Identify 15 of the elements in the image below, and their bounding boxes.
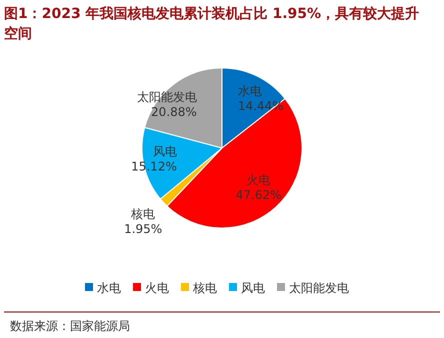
legend-label: 火电 [145,281,169,295]
legend-label: 太阳能发电 [289,281,349,295]
data-label: 1.95% [124,222,162,236]
data-label: 20.88% [151,104,197,119]
legend-label: 核电 [192,281,217,295]
data-label: 47.62% [236,188,282,202]
chart-title: 图1：2023 年我国核电发电累计装机占比 1.95%，具有较大提升空间 [4,5,420,42]
legend-label: 风电 [241,281,265,295]
slice-label: 太阳能发电 [136,90,197,104]
slice-label: 水电 [238,84,262,98]
source-note: 数据来源：国家能源局 [10,319,130,333]
slice-label: 风电 [152,144,177,159]
legend-label: 水电 [97,281,121,295]
slice-label: 火电 [246,173,271,188]
slice-label: 核电 [130,206,156,221]
